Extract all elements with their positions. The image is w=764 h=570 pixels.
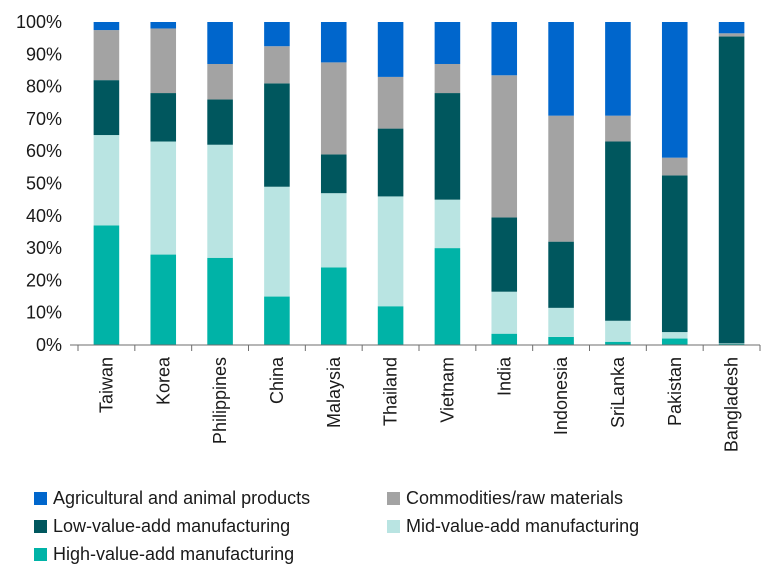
bar-segment-taiwan-2	[93, 80, 120, 136]
legend-item: Commodities/raw materials	[387, 488, 623, 509]
legend-item: Low-value-add manufacturing	[34, 516, 290, 537]
x-tick-label-vietnam: Vietnam	[437, 357, 457, 423]
bar-segment-thailand-0	[377, 306, 404, 345]
legend-swatch	[34, 492, 47, 505]
y-tick-label: 30%	[26, 238, 62, 258]
legend-label: Mid-value-add manufacturing	[406, 516, 640, 536]
legend-label: Commodities/raw materials	[406, 488, 624, 508]
bar-segment-philippines-2	[207, 99, 233, 145]
y-tick-label: 70%	[26, 109, 62, 129]
y-tick-label: 50%	[26, 174, 62, 194]
bar-segment-philippines-4	[207, 22, 233, 64]
bar-segment-malaysia-4	[320, 22, 347, 63]
legend-swatch	[387, 520, 400, 533]
x-tick-label-pakistan: Pakistan	[665, 357, 685, 426]
bar-segment-china-4	[264, 22, 290, 47]
bar-segment-indonesia-1	[548, 307, 574, 337]
bar-segment-thailand-3	[377, 76, 404, 129]
x-tick-label-bangladesh: Bangladesh	[722, 357, 742, 452]
bar-segment-bangladesh-4	[718, 22, 745, 34]
legend-item: High-value-add manufacturing	[34, 544, 294, 565]
bar-segment-taiwan-3	[93, 30, 120, 81]
bar-segment-taiwan-4	[93, 22, 120, 31]
bar-segment-pakistan-0	[661, 338, 688, 345]
legend-label: High-value-add manufacturing	[53, 544, 295, 564]
bar-segment-malaysia-2	[320, 154, 347, 194]
bar-segment-pakistan-4	[661, 22, 688, 158]
bar-segment-taiwan-1	[93, 135, 120, 226]
bar-segment-philippines-1	[207, 144, 233, 258]
bar-segment-bangladesh-2	[718, 36, 745, 344]
bar-segment-china-1	[264, 186, 290, 297]
bar-segment-india-1	[491, 291, 518, 334]
bar-segment-china-3	[264, 46, 290, 84]
y-tick-label: 40%	[26, 206, 62, 226]
bar-segment-srilanka-1	[605, 320, 631, 342]
x-tick-label-korea: Korea	[153, 356, 173, 405]
bar-segment-srilanka-2	[605, 141, 631, 321]
legend-swatch	[387, 492, 400, 505]
y-tick-label: 60%	[26, 141, 62, 161]
bar-segment-srilanka-0	[605, 341, 631, 345]
bar-segment-thailand-4	[377, 22, 404, 77]
x-tick-label-philippines: Philippines	[210, 357, 230, 444]
bar-segment-korea-0	[150, 254, 177, 345]
bar-segment-vietnam-2	[434, 93, 461, 200]
y-tick-label: 90%	[26, 44, 62, 64]
x-tick-label-india: India	[494, 356, 514, 396]
bar-segment-korea-2	[150, 93, 177, 142]
bar-segment-srilanka-3	[605, 115, 631, 142]
bar-segment-india-0	[491, 333, 518, 345]
bar-segment-vietnam-3	[434, 63, 461, 94]
bar-segment-indonesia-3	[548, 115, 574, 242]
bar-segment-pakistan-1	[661, 332, 688, 339]
bar-segment-vietnam-1	[434, 199, 461, 249]
bar-segment-srilanka-4	[605, 22, 631, 116]
legend-swatch	[34, 520, 47, 533]
bar-segment-india-3	[491, 75, 518, 218]
bar-segment-thailand-2	[377, 128, 404, 197]
x-tick-label-srilanka: SriLanka	[608, 356, 628, 428]
bar-segment-korea-1	[150, 141, 177, 255]
bar-segment-india-4	[491, 22, 518, 76]
stacked-bar-chart: 0% 10% 20% 30% 40% 50% 60% 70% 80% 90% 100% Taiwan K…	[16, 12, 761, 452]
bar-segment-malaysia-1	[320, 193, 347, 268]
x-tick-label-thailand: Thailand	[381, 357, 401, 426]
bar-segment-korea-3	[150, 28, 177, 94]
x-tick-label-taiwan: Taiwan	[96, 357, 116, 413]
bar-segment-malaysia-0	[320, 267, 347, 345]
bar-segment-pakistan-3	[661, 157, 688, 176]
bar-segment-india-2	[491, 217, 518, 292]
legend-label: Low-value-add manufacturing	[53, 516, 291, 536]
bar-segment-indonesia-2	[548, 241, 574, 308]
bar-segment-korea-4	[150, 22, 177, 29]
legend-label: Agricultural and animal products	[53, 488, 311, 508]
bar-segment-thailand-1	[377, 196, 404, 307]
bar-segment-malaysia-3	[320, 62, 347, 155]
bar-segment-china-0	[264, 296, 290, 345]
bar-segment-vietnam-4	[434, 22, 461, 64]
bar-segment-bangladesh-3	[718, 33, 745, 37]
y-tick-label: 100%	[16, 12, 62, 32]
legend-swatch	[34, 548, 47, 561]
legend-item: Mid-value-add manufacturing	[387, 516, 639, 537]
y-tick-label: 20%	[26, 270, 62, 290]
x-tick-label-indonesia: Indonesia	[551, 356, 571, 435]
bar-segment-china-2	[264, 83, 290, 187]
bar-segment-philippines-0	[207, 257, 233, 345]
y-tick-label: 80%	[26, 77, 62, 97]
bar-segment-pakistan-2	[661, 175, 688, 333]
bar-segment-bangladesh-1	[718, 343, 745, 345]
bar-segment-indonesia-0	[548, 336, 574, 345]
x-tick-label-malaysia: Malaysia	[324, 356, 344, 428]
y-tick-label: 0%	[36, 335, 62, 355]
bar-segment-taiwan-0	[93, 225, 120, 345]
bar-segment-vietnam-0	[434, 248, 461, 345]
y-tick-label: 10%	[26, 303, 62, 323]
bar-segment-indonesia-4	[548, 22, 574, 116]
bar-segment-philippines-3	[207, 63, 233, 100]
x-tick-label-china: China	[267, 356, 287, 404]
legend-item: Agricultural and animal products	[34, 488, 310, 509]
